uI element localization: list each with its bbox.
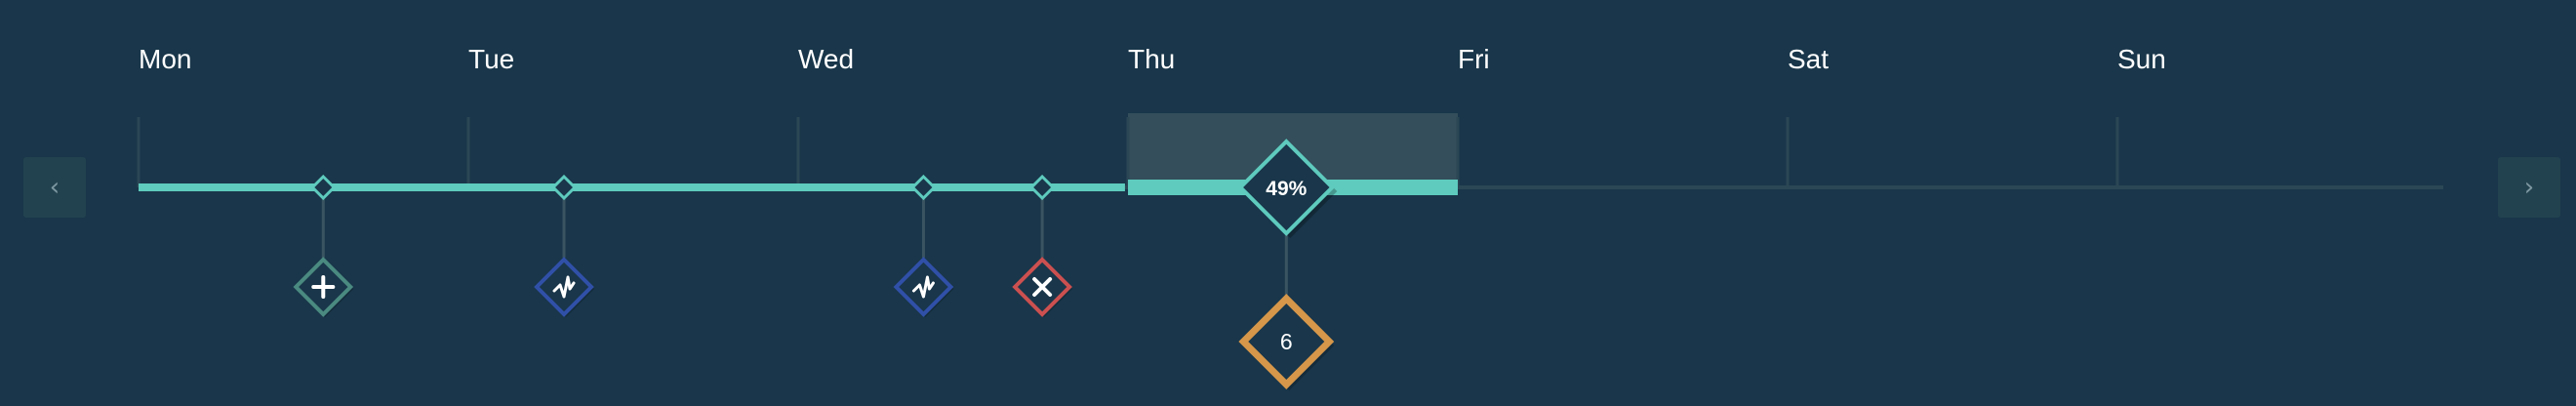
event-marker-4[interactable] — [1012, 174, 1073, 317]
day-label-sun: Sun — [2117, 44, 2166, 74]
chevron-left-icon: ‹ — [49, 173, 60, 202]
event-track-dot — [310, 174, 337, 201]
plus-icon — [311, 275, 336, 299]
event-badge — [893, 257, 954, 317]
event-badge — [534, 257, 594, 317]
day-label-fri: Fri — [1458, 44, 1490, 74]
activity-icon — [552, 275, 576, 299]
day-label-tue: Tue — [468, 44, 514, 74]
chevron-right-icon: › — [2523, 173, 2535, 202]
percent-label: 49% — [1266, 178, 1307, 200]
event-marker-1[interactable] — [293, 174, 354, 317]
activity-icon — [911, 275, 935, 299]
day-label-mon: Mon — [139, 44, 191, 74]
event-track-dot — [550, 174, 578, 201]
day-label-sat: Sat — [1788, 44, 1829, 74]
percent-badge — [1237, 139, 1336, 236]
prev-week-button[interactable]: ‹ — [23, 157, 86, 218]
day-label-thu: Thu — [1128, 44, 1175, 74]
count-label: 6 — [1280, 329, 1293, 354]
current-day-percent-marker[interactable]: 49% — [1237, 139, 1338, 238]
count-badge — [1238, 294, 1335, 389]
event-track-dot — [1028, 174, 1056, 201]
count-marker[interactable]: 6 — [1238, 294, 1335, 390]
event-marker-3[interactable] — [893, 174, 954, 317]
x-icon — [1032, 277, 1053, 297]
next-week-button[interactable]: › — [2498, 157, 2560, 218]
event-marker-2[interactable] — [534, 174, 595, 317]
day-label-wed: Wed — [798, 44, 854, 74]
event-track-dot — [910, 174, 937, 201]
